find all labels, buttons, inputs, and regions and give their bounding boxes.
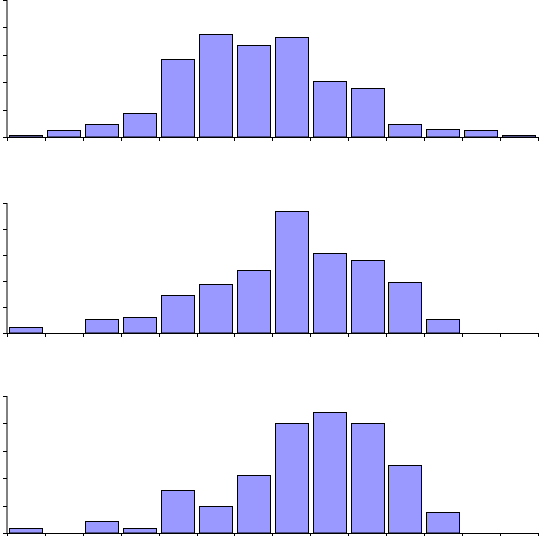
bar bbox=[426, 129, 460, 138]
bar bbox=[275, 37, 309, 138]
bar bbox=[85, 319, 119, 334]
bar bbox=[237, 475, 271, 534]
bar bbox=[199, 506, 233, 534]
bar bbox=[199, 34, 233, 138]
bar bbox=[47, 130, 81, 138]
bar bbox=[351, 260, 385, 334]
bar bbox=[388, 282, 422, 334]
bar bbox=[275, 211, 309, 334]
chart-panel-3 bbox=[3, 396, 539, 536]
bar bbox=[85, 124, 119, 138]
bar bbox=[237, 270, 271, 334]
bar bbox=[123, 113, 157, 138]
bar bbox=[426, 319, 460, 334]
bar bbox=[351, 88, 385, 138]
bar bbox=[313, 81, 347, 138]
bar bbox=[464, 130, 498, 138]
bar bbox=[85, 521, 119, 534]
bar bbox=[388, 124, 422, 138]
bar bbox=[9, 528, 43, 534]
chart-panel-2 bbox=[3, 203, 539, 337]
bar bbox=[426, 512, 460, 534]
bar bbox=[161, 59, 195, 138]
bar bbox=[275, 423, 309, 534]
bar bbox=[161, 490, 195, 534]
bar bbox=[123, 528, 157, 534]
bar bbox=[9, 327, 43, 334]
bar bbox=[199, 284, 233, 334]
bar bbox=[351, 423, 385, 534]
chart-panel-1 bbox=[3, 0, 539, 141]
bar bbox=[9, 135, 43, 138]
bar bbox=[502, 135, 536, 138]
bar bbox=[313, 253, 347, 334]
bar bbox=[388, 465, 422, 534]
bar bbox=[313, 412, 347, 534]
bar bbox=[123, 317, 157, 334]
bar bbox=[161, 295, 195, 334]
bar bbox=[237, 45, 271, 138]
